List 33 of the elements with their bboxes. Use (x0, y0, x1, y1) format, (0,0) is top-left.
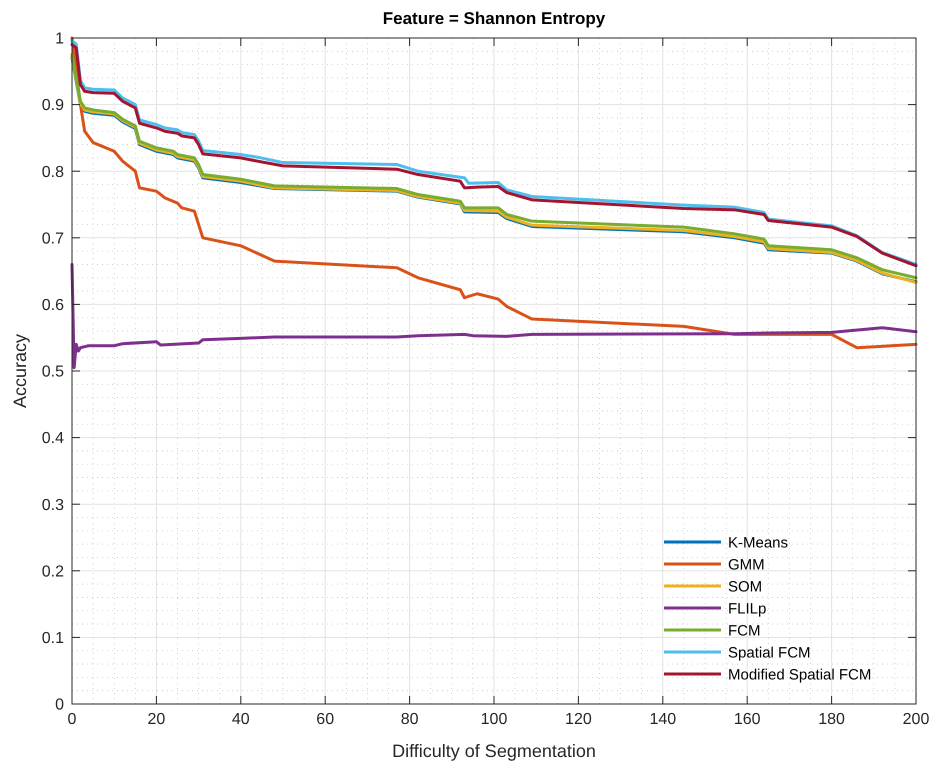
legend-label: FLILp (728, 600, 766, 618)
y-tick-label: 0.8 (42, 164, 64, 181)
y-tick-label: 0.2 (42, 563, 64, 580)
legend-label: Modified Spatial FCM (728, 666, 872, 684)
x-tick-label: 60 (316, 711, 334, 728)
y-tick-label: 0.5 (42, 364, 64, 381)
y-tick-label: 0.3 (42, 496, 64, 514)
y-tick-label: 0.7 (42, 230, 64, 248)
legend-label: SOM (728, 578, 762, 596)
y-tick-label: 0 (55, 696, 64, 714)
x-tick-label: 200 (902, 711, 930, 728)
y-tick-label: 0.1 (42, 630, 64, 647)
x-tick-label: 180 (818, 711, 846, 728)
x-tick-label: 120 (565, 711, 592, 728)
legend-label: Spatial FCM (728, 644, 811, 662)
y-tick-label: 0.9 (42, 97, 64, 114)
x-tick-label: 140 (649, 711, 676, 728)
x-axis-title: Difficulty of Segmentation (392, 741, 596, 761)
y-axis-title: Accuracy (10, 334, 30, 408)
x-tick-label: 40 (232, 711, 250, 728)
legend-label: GMM (728, 556, 765, 574)
x-tick-label: 0 (68, 711, 77, 728)
y-tick-label: 0.6 (42, 297, 64, 314)
x-tick-label: 100 (480, 711, 508, 728)
y-tick-label: 0.4 (42, 430, 64, 448)
x-tick-label: 160 (734, 711, 761, 728)
legend-label: FCM (728, 622, 760, 640)
chart-title: Feature = Shannon Entropy (382, 9, 606, 28)
x-tick-label: 20 (148, 711, 166, 728)
legend-label: K-Means (728, 534, 788, 552)
line-series (70, 262, 918, 370)
y-tick-label: 1 (55, 30, 64, 48)
x-tick-label: 80 (400, 711, 419, 728)
